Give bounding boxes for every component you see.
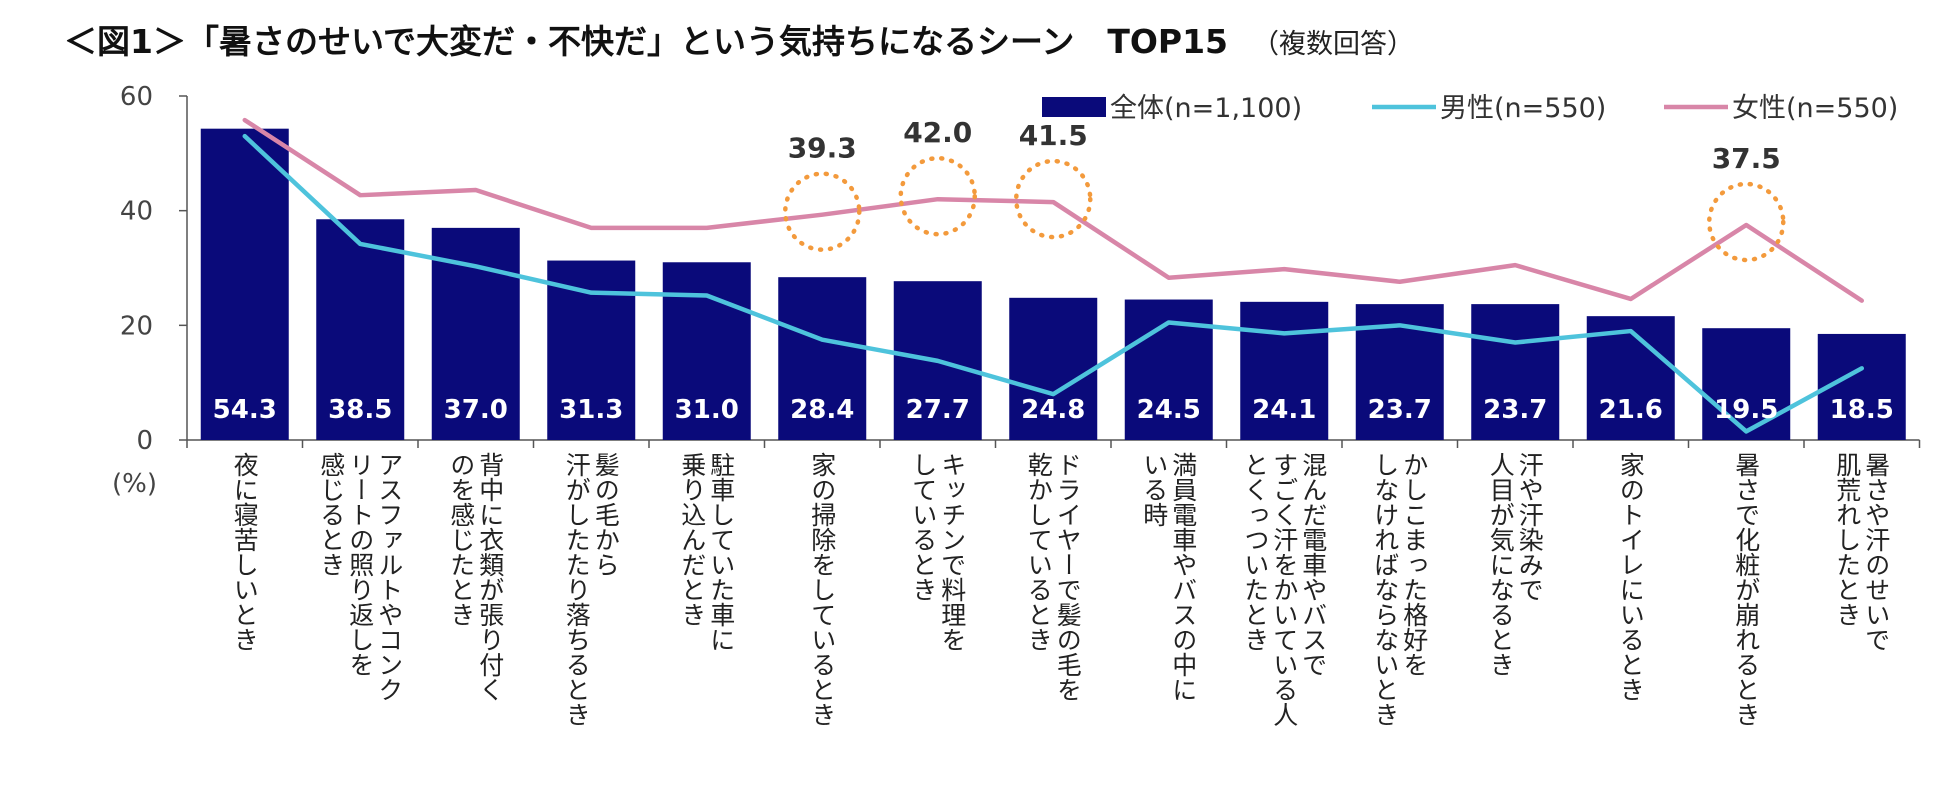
bar — [1702, 328, 1791, 440]
bar-value-label: 37.0 — [444, 395, 508, 425]
bar — [1009, 297, 1098, 440]
bar — [778, 277, 867, 440]
series-line-female — [242, 117, 1864, 303]
series-line-male — [242, 133, 1864, 434]
bar-value-label: 27.7 — [906, 395, 970, 425]
bar — [200, 128, 289, 440]
y-tick-label: 20 — [120, 311, 153, 341]
bar — [431, 227, 520, 440]
bar-value-label: 31.0 — [675, 395, 739, 425]
chart-title-text: ＜図1＞「暑さのせいで大変だ・不快だ」という気持ちになるシーン TOP15 — [64, 22, 1228, 61]
category-label: 家のトイレにいるとき — [1616, 452, 1646, 702]
bar-value-label: 19.5 — [1714, 395, 1778, 425]
highlight-value-label: 37.5 — [1712, 142, 1781, 175]
highlight-circle — [898, 155, 977, 237]
bar-value-label: 28.4 — [790, 395, 854, 425]
category-label: 満員電車やバスの中に いる時 — [1139, 452, 1198, 702]
bar — [1471, 304, 1560, 440]
bar — [662, 262, 751, 440]
category-label: 暑さで化粧が崩れるとき — [1731, 452, 1761, 727]
bar-value-label: 54.3 — [213, 395, 277, 425]
category-label: 髪の毛から 汗がしたたり落ちるとき — [562, 452, 621, 727]
category-label: 背中に衣類が張り付く のを感じたとき — [446, 452, 505, 702]
category-label: キッチンで料理を しているとき — [908, 452, 967, 652]
category-label: 混んだ電車やバスで すごく汗をかいている人 とくっついたとき — [1240, 452, 1328, 727]
bar-value-label: 23.7 — [1368, 395, 1432, 425]
y-axis-label: (%) — [112, 469, 157, 499]
bar — [1240, 301, 1329, 440]
category-label: 家の掃除をしているとき — [807, 452, 837, 727]
bar-value-label: 38.5 — [328, 395, 392, 425]
legend-label: 全体(n=1,100) — [1110, 93, 1302, 124]
category-label: 汗や汗染みで 人目が気になるとき — [1486, 452, 1545, 677]
highlight-circle — [1014, 158, 1093, 240]
bar-value-label: 24.1 — [1252, 395, 1316, 425]
highlight-value-label: 41.5 — [1019, 119, 1088, 152]
category-label: ドライヤーで髪の毛を 乾かしているとき — [1024, 452, 1083, 702]
bar — [1817, 333, 1906, 440]
bar — [316, 219, 405, 440]
y-tick-label: 0 — [136, 426, 153, 456]
y-tick-label: 40 — [120, 197, 153, 227]
highlight-circle — [783, 171, 862, 252]
category-label: 駐車していた車に 乗り込んだとき — [677, 452, 736, 652]
highlight-value-label: 42.0 — [903, 116, 972, 149]
bar-value-label: 24.8 — [1021, 395, 1085, 425]
bar-value-label: 23.7 — [1483, 395, 1547, 425]
category-label: 暑さや汗のせいで 肌荒れしたとき — [1832, 452, 1891, 652]
bar-value-label: 24.5 — [1137, 395, 1201, 425]
legend-label: 男性(n=550) — [1440, 93, 1606, 124]
bar-value-label: 31.3 — [559, 395, 623, 425]
legend-swatch-all — [1042, 97, 1106, 117]
chart-subtitle: （複数回答） — [1252, 29, 1414, 60]
chart-title: ＜図1＞「暑さのせいで大変だ・不快だ」という気持ちになるシーン TOP15 （複数… — [64, 14, 1414, 70]
legend-label: 女性(n=550) — [1732, 93, 1898, 124]
highlight-value-label: 39.3 — [788, 132, 857, 165]
bar-value-label: 18.5 — [1830, 395, 1894, 425]
y-tick-label: 60 — [120, 82, 153, 112]
highlight-circle — [1707, 181, 1786, 263]
category-label: かしこまった格好を しなければならないとき — [1370, 452, 1429, 727]
bar-value-label: 21.6 — [1599, 395, 1663, 425]
category-label: アスファルトやコンク リートの照り返しを 感じるとき — [316, 452, 404, 702]
category-label: 夜に寝苦しいとき — [230, 452, 260, 652]
bar — [1586, 316, 1675, 440]
